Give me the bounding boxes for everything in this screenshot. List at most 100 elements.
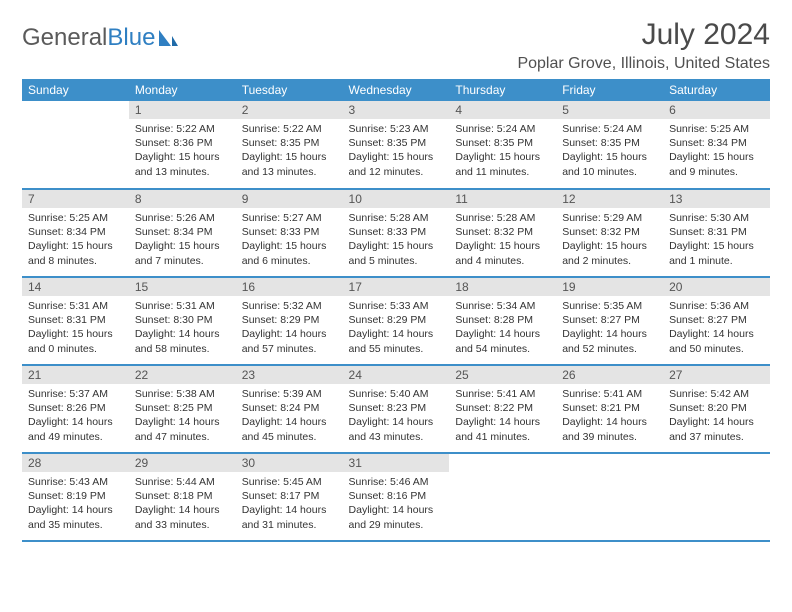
logo-sail-icon: [157, 28, 179, 48]
calendar-table: SundayMondayTuesdayWednesdayThursdayFrid…: [22, 79, 770, 542]
day-details: Sunrise: 5:41 AMSunset: 8:21 PMDaylight:…: [556, 384, 663, 450]
calendar-day-cell: 14Sunrise: 5:31 AMSunset: 8:31 PMDayligh…: [22, 277, 129, 365]
day-number: 23: [236, 366, 343, 384]
brand-logo: GeneralBlue: [22, 18, 179, 52]
day-number: 1: [129, 101, 236, 119]
calendar-day-cell: 6Sunrise: 5:25 AMSunset: 8:34 PMDaylight…: [663, 101, 770, 189]
day-details: Sunrise: 5:39 AMSunset: 8:24 PMDaylight:…: [236, 384, 343, 450]
calendar-day-cell: 10Sunrise: 5:28 AMSunset: 8:33 PMDayligh…: [343, 189, 450, 277]
calendar-day-cell: 8Sunrise: 5:26 AMSunset: 8:34 PMDaylight…: [129, 189, 236, 277]
brand-part2: Blue: [107, 24, 155, 52]
calendar-day-cell: 24Sunrise: 5:40 AMSunset: 8:23 PMDayligh…: [343, 365, 450, 453]
day-number: 8: [129, 190, 236, 208]
calendar-day-cell: 17Sunrise: 5:33 AMSunset: 8:29 PMDayligh…: [343, 277, 450, 365]
weekday-header: Tuesday: [236, 79, 343, 101]
calendar-day-cell: 2Sunrise: 5:22 AMSunset: 8:35 PMDaylight…: [236, 101, 343, 189]
location-subtitle: Poplar Grove, Illinois, United States: [517, 55, 770, 73]
day-number: 17: [343, 278, 450, 296]
calendar-day-cell: 7Sunrise: 5:25 AMSunset: 8:34 PMDaylight…: [22, 189, 129, 277]
calendar-day-cell: 28Sunrise: 5:43 AMSunset: 8:19 PMDayligh…: [22, 453, 129, 541]
calendar-week-row: 14Sunrise: 5:31 AMSunset: 8:31 PMDayligh…: [22, 277, 770, 365]
calendar-day-cell: 11Sunrise: 5:28 AMSunset: 8:32 PMDayligh…: [449, 189, 556, 277]
day-number: 22: [129, 366, 236, 384]
calendar-day-cell: 13Sunrise: 5:30 AMSunset: 8:31 PMDayligh…: [663, 189, 770, 277]
day-number: 20: [663, 278, 770, 296]
day-details: Sunrise: 5:23 AMSunset: 8:35 PMDaylight:…: [343, 119, 450, 185]
day-number: 11: [449, 190, 556, 208]
calendar-week-row: 7Sunrise: 5:25 AMSunset: 8:34 PMDaylight…: [22, 189, 770, 277]
calendar-day-cell: 27Sunrise: 5:42 AMSunset: 8:20 PMDayligh…: [663, 365, 770, 453]
day-number: 14: [22, 278, 129, 296]
calendar-day-cell: [556, 453, 663, 541]
calendar-day-cell: 3Sunrise: 5:23 AMSunset: 8:35 PMDaylight…: [343, 101, 450, 189]
calendar-day-cell: 29Sunrise: 5:44 AMSunset: 8:18 PMDayligh…: [129, 453, 236, 541]
day-number: 29: [129, 454, 236, 472]
calendar-week-row: 28Sunrise: 5:43 AMSunset: 8:19 PMDayligh…: [22, 453, 770, 541]
day-number: 26: [556, 366, 663, 384]
day-details: Sunrise: 5:31 AMSunset: 8:31 PMDaylight:…: [22, 296, 129, 362]
weekday-header: Friday: [556, 79, 663, 101]
brand-part1: General: [22, 24, 107, 52]
calendar-day-cell: [663, 453, 770, 541]
day-number: 7: [22, 190, 129, 208]
weekday-header: Saturday: [663, 79, 770, 101]
day-number: 9: [236, 190, 343, 208]
calendar-day-cell: 1Sunrise: 5:22 AMSunset: 8:36 PMDaylight…: [129, 101, 236, 189]
month-title: July 2024: [517, 18, 770, 52]
day-number: 27: [663, 366, 770, 384]
day-number: 3: [343, 101, 450, 119]
day-number: 16: [236, 278, 343, 296]
day-details: Sunrise: 5:22 AMSunset: 8:35 PMDaylight:…: [236, 119, 343, 185]
calendar-day-cell: 30Sunrise: 5:45 AMSunset: 8:17 PMDayligh…: [236, 453, 343, 541]
day-details: Sunrise: 5:25 AMSunset: 8:34 PMDaylight:…: [663, 119, 770, 185]
day-details: Sunrise: 5:46 AMSunset: 8:16 PMDaylight:…: [343, 472, 450, 538]
day-details: Sunrise: 5:42 AMSunset: 8:20 PMDaylight:…: [663, 384, 770, 450]
day-details: Sunrise: 5:34 AMSunset: 8:28 PMDaylight:…: [449, 296, 556, 362]
calendar-day-cell: 23Sunrise: 5:39 AMSunset: 8:24 PMDayligh…: [236, 365, 343, 453]
day-details: Sunrise: 5:43 AMSunset: 8:19 PMDaylight:…: [22, 472, 129, 538]
day-details: Sunrise: 5:28 AMSunset: 8:33 PMDaylight:…: [343, 208, 450, 274]
day-details: Sunrise: 5:25 AMSunset: 8:34 PMDaylight:…: [22, 208, 129, 274]
day-number: 5: [556, 101, 663, 119]
calendar-day-cell: 19Sunrise: 5:35 AMSunset: 8:27 PMDayligh…: [556, 277, 663, 365]
day-details: Sunrise: 5:45 AMSunset: 8:17 PMDaylight:…: [236, 472, 343, 538]
day-details: Sunrise: 5:31 AMSunset: 8:30 PMDaylight:…: [129, 296, 236, 362]
day-details: Sunrise: 5:33 AMSunset: 8:29 PMDaylight:…: [343, 296, 450, 362]
day-details: Sunrise: 5:28 AMSunset: 8:32 PMDaylight:…: [449, 208, 556, 274]
weekday-header: Monday: [129, 79, 236, 101]
calendar-day-cell: 9Sunrise: 5:27 AMSunset: 8:33 PMDaylight…: [236, 189, 343, 277]
calendar-day-cell: 25Sunrise: 5:41 AMSunset: 8:22 PMDayligh…: [449, 365, 556, 453]
weekday-header: Sunday: [22, 79, 129, 101]
calendar-week-row: 21Sunrise: 5:37 AMSunset: 8:26 PMDayligh…: [22, 365, 770, 453]
calendar-day-cell: 4Sunrise: 5:24 AMSunset: 8:35 PMDaylight…: [449, 101, 556, 189]
calendar-day-cell: 15Sunrise: 5:31 AMSunset: 8:30 PMDayligh…: [129, 277, 236, 365]
day-number: 12: [556, 190, 663, 208]
day-details: Sunrise: 5:30 AMSunset: 8:31 PMDaylight:…: [663, 208, 770, 274]
day-details: Sunrise: 5:44 AMSunset: 8:18 PMDaylight:…: [129, 472, 236, 538]
day-number: 19: [556, 278, 663, 296]
day-number: 10: [343, 190, 450, 208]
calendar-day-cell: 12Sunrise: 5:29 AMSunset: 8:32 PMDayligh…: [556, 189, 663, 277]
calendar-day-cell: 22Sunrise: 5:38 AMSunset: 8:25 PMDayligh…: [129, 365, 236, 453]
day-details: Sunrise: 5:24 AMSunset: 8:35 PMDaylight:…: [556, 119, 663, 185]
calendar-day-cell: 26Sunrise: 5:41 AMSunset: 8:21 PMDayligh…: [556, 365, 663, 453]
day-number: 24: [343, 366, 450, 384]
day-details: Sunrise: 5:22 AMSunset: 8:36 PMDaylight:…: [129, 119, 236, 185]
day-details: Sunrise: 5:37 AMSunset: 8:26 PMDaylight:…: [22, 384, 129, 450]
day-number: 21: [22, 366, 129, 384]
day-details: Sunrise: 5:35 AMSunset: 8:27 PMDaylight:…: [556, 296, 663, 362]
day-number: 15: [129, 278, 236, 296]
calendar-week-row: 1Sunrise: 5:22 AMSunset: 8:36 PMDaylight…: [22, 101, 770, 189]
calendar-day-cell: 20Sunrise: 5:36 AMSunset: 8:27 PMDayligh…: [663, 277, 770, 365]
day-details: Sunrise: 5:29 AMSunset: 8:32 PMDaylight:…: [556, 208, 663, 274]
calendar-day-cell: 21Sunrise: 5:37 AMSunset: 8:26 PMDayligh…: [22, 365, 129, 453]
day-details: Sunrise: 5:32 AMSunset: 8:29 PMDaylight:…: [236, 296, 343, 362]
day-number: 30: [236, 454, 343, 472]
day-number: 2: [236, 101, 343, 119]
day-details: Sunrise: 5:36 AMSunset: 8:27 PMDaylight:…: [663, 296, 770, 362]
calendar-day-cell: 18Sunrise: 5:34 AMSunset: 8:28 PMDayligh…: [449, 277, 556, 365]
day-number: 18: [449, 278, 556, 296]
day-number: 25: [449, 366, 556, 384]
header: GeneralBlue July 2024 Poplar Grove, Illi…: [22, 18, 770, 73]
day-number: 6: [663, 101, 770, 119]
